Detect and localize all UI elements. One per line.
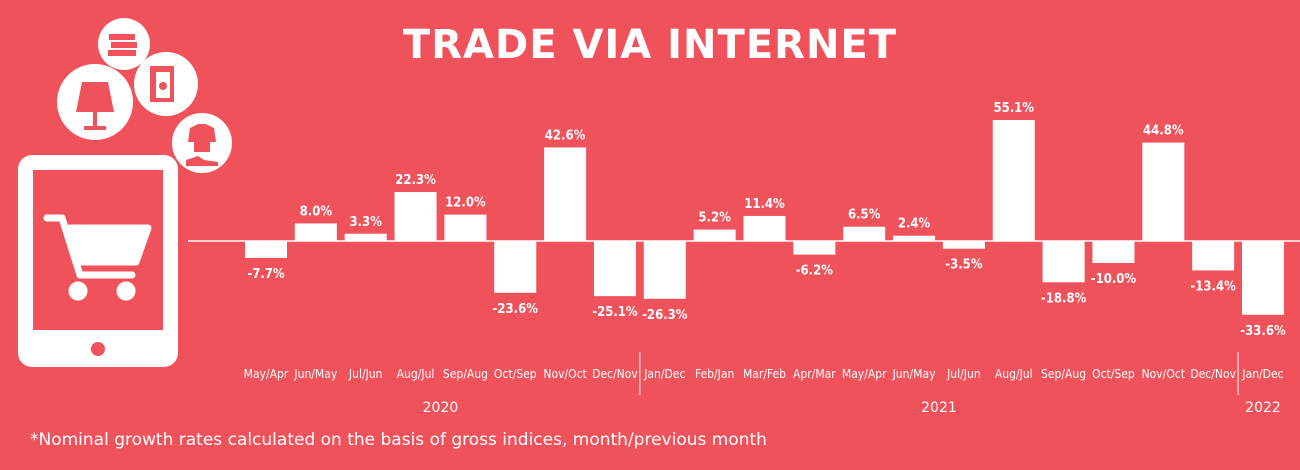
data-label-17: -10.0% xyxy=(1091,272,1137,287)
bar-14 xyxy=(942,241,985,249)
clothes-shoes-icon xyxy=(172,113,232,173)
data-label-14: -3.5% xyxy=(945,258,983,273)
data-label-16: -18.8% xyxy=(1041,291,1087,306)
data-label-5: -23.6% xyxy=(493,302,539,317)
data-label-1: 8.0% xyxy=(300,204,333,219)
bar-6 xyxy=(544,147,587,241)
bar-15 xyxy=(992,120,1035,241)
data-label-15: 55.1% xyxy=(993,101,1034,116)
data-label-13: 2.4% xyxy=(898,217,931,232)
bar-9 xyxy=(693,229,736,241)
bar-4 xyxy=(444,214,487,241)
bar-20 xyxy=(1242,241,1284,315)
data-label-18: 44.8% xyxy=(1143,124,1184,139)
data-label-19: -13.4% xyxy=(1190,279,1236,294)
bar-10 xyxy=(743,215,786,241)
bar-11 xyxy=(793,241,836,255)
data-label-8: -26.3% xyxy=(642,308,688,323)
data-label-7: -25.1% xyxy=(592,305,638,320)
x-tick-label-4: Sep/Aug xyxy=(443,367,488,381)
data-label-4: 12.0% xyxy=(445,196,486,211)
x-tick-label-8: Jan/Dec xyxy=(643,367,685,381)
year-label-2020: 2020 xyxy=(423,400,459,416)
books-icon xyxy=(98,18,150,70)
x-tick-label-11: Apr/Mar xyxy=(793,367,836,381)
x-tick-label-16: Sep/Aug xyxy=(1041,367,1086,381)
x-tick-label-5: Oct/Sep xyxy=(494,367,537,381)
bar-1 xyxy=(294,223,337,241)
bar-8 xyxy=(643,241,686,299)
data-label-2: 3.3% xyxy=(349,215,382,230)
fridge-icon xyxy=(134,52,198,116)
chart-title: TRADE VIA INTERNET xyxy=(402,22,898,68)
bar-19 xyxy=(1192,241,1235,271)
data-label-0: -7.7% xyxy=(247,267,285,282)
bar-3 xyxy=(394,192,437,241)
bar-16 xyxy=(1042,241,1085,283)
bar-17 xyxy=(1092,241,1135,263)
data-label-3: 22.3% xyxy=(395,173,436,188)
x-tick-label-7: Dec/Nov xyxy=(592,367,638,381)
data-label-10: 11.4% xyxy=(744,197,785,212)
x-tick-label-6: Nov/Oct xyxy=(543,367,586,381)
footnote: *Nominal growth rates calculated on the … xyxy=(30,430,767,450)
x-tick-label-1: Jun/May xyxy=(293,367,337,381)
x-tick-label-17: Oct/Sep xyxy=(1092,367,1135,381)
data-label-20: -33.6% xyxy=(1240,324,1286,339)
data-label-12: 6.5% xyxy=(848,208,881,223)
x-tick-label-20: Jan/Dec xyxy=(1241,367,1283,381)
x-tick-label-12: May/Apr xyxy=(842,367,887,381)
data-label-6: 42.6% xyxy=(545,128,586,143)
year-label-2022: 2022 xyxy=(1245,400,1281,416)
bar-13 xyxy=(893,235,936,241)
x-tick-label-10: Mar/Feb xyxy=(743,367,786,381)
bar-7 xyxy=(593,241,636,297)
year-label-2021: 2021 xyxy=(921,400,957,416)
bar-5 xyxy=(494,241,537,293)
x-tick-label-13: Jun/May xyxy=(892,367,936,381)
bar-0 xyxy=(245,241,287,258)
bar-2 xyxy=(344,233,387,241)
bar-12 xyxy=(843,226,886,241)
x-tick-label-14: Jul/Jun xyxy=(946,367,981,381)
x-tick-label-0: May/Apr xyxy=(244,367,289,381)
x-tick-label-19: Dec/Nov xyxy=(1190,367,1236,381)
shopping-cart-icon xyxy=(43,214,152,301)
x-tick-label-9: Feb/Jan xyxy=(695,367,734,381)
data-label-9: 5.2% xyxy=(698,211,731,226)
x-tick-label-3: Aug/Jul xyxy=(397,367,435,381)
x-tick-label-18: Nov/Oct xyxy=(1142,367,1185,381)
illustration xyxy=(18,18,232,367)
bar-18 xyxy=(1142,142,1185,241)
lamp-icon xyxy=(57,64,133,140)
x-tick-label-2: Jul/Jun xyxy=(348,367,383,381)
data-label-11: -6.2% xyxy=(796,264,834,279)
x-tick-label-15: Aug/Jul xyxy=(995,367,1033,381)
